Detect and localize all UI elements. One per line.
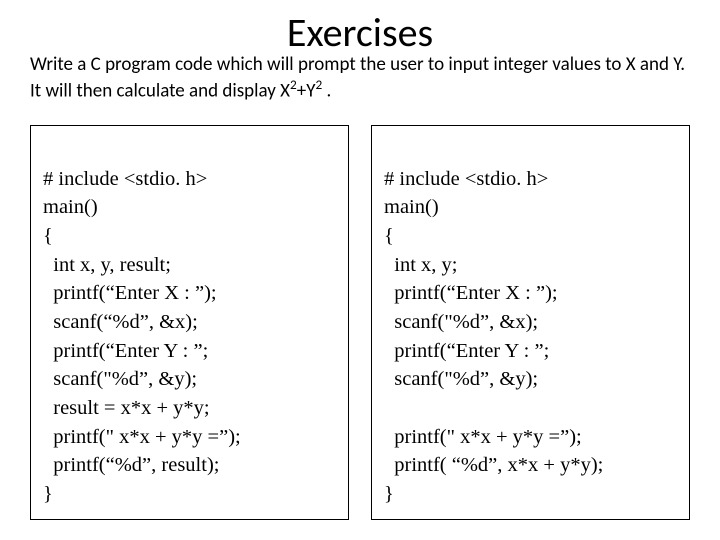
code-line: int x, y; bbox=[384, 254, 457, 276]
code-line: scanf("%d”, &x); bbox=[384, 311, 538, 333]
code-line: { bbox=[43, 225, 53, 247]
code-line: printf(“Enter X : ”); bbox=[43, 282, 217, 304]
code-line: scanf("%d”, &y); bbox=[384, 368, 538, 390]
code-line: # include <stdio. h> bbox=[384, 168, 548, 190]
code-box-left: # include <stdio. h> main() { int x, y, … bbox=[30, 125, 349, 520]
code-line: printf(" x*x + y*y =”); bbox=[384, 426, 582, 448]
code-line: scanf("%d”, &y); bbox=[43, 368, 197, 390]
code-line: } bbox=[43, 483, 53, 505]
code-line: result = x*x + y*y; bbox=[43, 397, 210, 419]
code-line: main() bbox=[43, 196, 98, 218]
code-line: } bbox=[384, 483, 394, 505]
code-line: scanf(“%d”, &x); bbox=[43, 311, 198, 333]
code-line: printf( “%d”, x*x + y*y); bbox=[384, 454, 603, 476]
code-box-right: # include <stdio. h> main() { int x, y; … bbox=[371, 125, 690, 520]
code-line: { bbox=[384, 225, 394, 247]
code-line: printf(" x*x + y*y =”); bbox=[43, 426, 241, 448]
code-line: int x, y, result; bbox=[43, 254, 171, 276]
code-line: printf(“%d”, result); bbox=[43, 454, 219, 476]
page-title: Exercises bbox=[30, 8, 690, 57]
code-line: printf(“Enter Y : ”; bbox=[384, 340, 549, 362]
exercise-description: Write a C program code which will prompt… bbox=[30, 53, 690, 103]
code-line: # include <stdio. h> bbox=[43, 168, 207, 190]
code-line: printf(“Enter X : ”); bbox=[384, 282, 558, 304]
code-line: main() bbox=[384, 196, 439, 218]
code-line: printf(“Enter Y : ”; bbox=[43, 340, 208, 362]
code-boxes-row: # include <stdio. h> main() { int x, y, … bbox=[30, 125, 690, 520]
